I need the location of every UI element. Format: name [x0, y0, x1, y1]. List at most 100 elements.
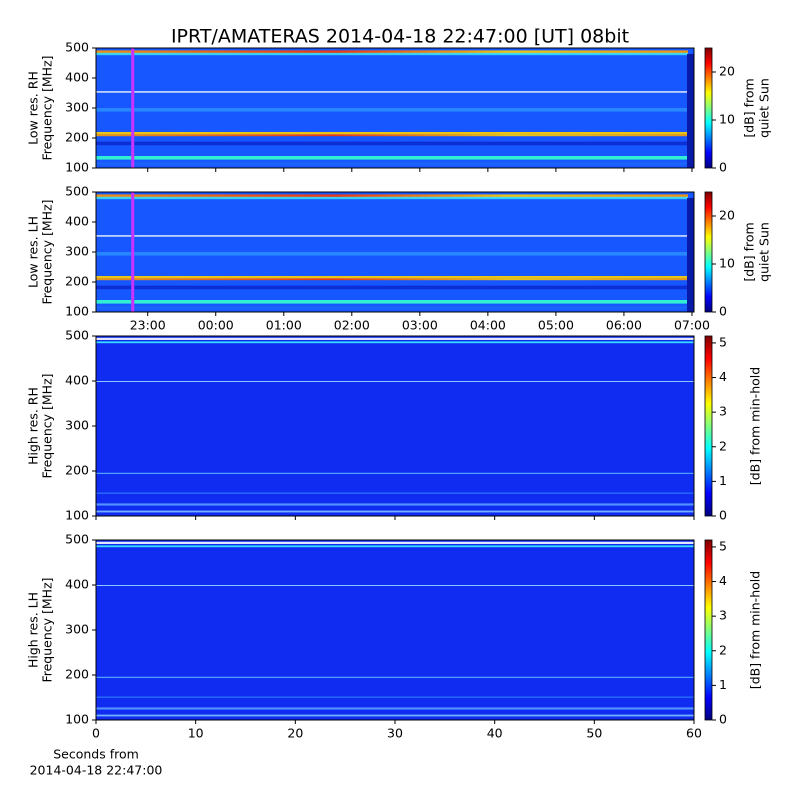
spectrogram-band — [96, 252, 688, 256]
colorbar-tick-label: 1 — [719, 473, 727, 488]
spectrogram-band — [96, 341, 694, 344]
y-tick-label: 400 — [65, 577, 89, 592]
x-tick-label: 03:00 — [402, 318, 438, 333]
spectrogram-band — [96, 91, 688, 93]
y-tick-label: 100 — [65, 160, 89, 175]
y-tick-label: 300 — [65, 244, 89, 259]
spectrogram-band — [96, 108, 688, 112]
spectrogram-band — [96, 141, 688, 146]
x-tick-label: 00:00 — [198, 318, 234, 333]
x-tick-label: 60 — [686, 726, 702, 741]
colorbar-tick-label: 2 — [719, 438, 727, 453]
x-tick-label: 06:00 — [606, 318, 642, 333]
y-axis-label: Frequency [MHz] — [40, 577, 55, 682]
colorbar-tick-label: 4 — [719, 369, 727, 384]
y-tick-label: 500 — [65, 184, 89, 199]
spectrogram-band — [96, 545, 694, 548]
y-tick-label: 100 — [65, 304, 89, 319]
y-axis-label: Frequency [MHz] — [40, 373, 55, 478]
spectrogram-band — [96, 381, 694, 382]
colorbar-label: quiet Sun — [757, 222, 772, 282]
panel: 100 200 300 400 500 23:00 00:00 01:00 02:00 03:00… — [26, 184, 772, 333]
colorbar-tick-label: 2 — [719, 642, 727, 657]
colorbar-tick-label: 0 — [719, 712, 727, 727]
y-tick-label: 200 — [65, 463, 89, 478]
spectrogram-band — [96, 196, 688, 200]
spectrogram-band — [96, 278, 688, 281]
y-tick-label: 300 — [65, 622, 89, 637]
spectrogram-band — [96, 50, 688, 54]
x-tick-label: 20 — [287, 726, 303, 741]
spectrogram-band — [96, 194, 688, 198]
spectrogram-band — [96, 134, 688, 137]
colorbar-label: [dB] from min-hold — [748, 367, 763, 485]
colorbar-label: quiet Sun — [757, 78, 772, 138]
spectrogram-band — [96, 541, 694, 544]
colorbar-tick-label: 3 — [719, 608, 727, 623]
colorbar-tick-label: 5 — [719, 538, 727, 553]
spectrogram-band — [96, 714, 694, 717]
spectrogram-band — [96, 235, 688, 237]
spectrogram-band — [96, 503, 694, 506]
x-tick-label: 30 — [387, 726, 403, 741]
colorbar — [704, 539, 713, 721]
spectrogram-band — [96, 300, 688, 304]
x-tick-label: 50 — [586, 726, 602, 741]
y-axis-label: Low res. RH — [26, 71, 41, 145]
y-axis-label: High res. RH — [26, 387, 41, 465]
spectrogram-band — [96, 510, 694, 513]
colorbar — [704, 191, 713, 313]
colorbar — [704, 335, 713, 517]
spectrogram-band — [96, 696, 694, 698]
figure-title: IPRT/AMATERAS 2014-04-18 22:47:00 [UT] 0… — [171, 26, 629, 48]
x-tick-label: 23:00 — [130, 318, 166, 333]
x-axis-label: Seconds from — [53, 747, 139, 762]
y-tick-label: 300 — [65, 100, 89, 115]
spectrogram-band — [96, 52, 688, 56]
y-tick-label: 200 — [65, 130, 89, 145]
y-tick-label: 200 — [65, 274, 89, 289]
spectrogram-band — [96, 337, 694, 340]
y-tick-label: 500 — [65, 328, 89, 343]
y-axis-label: Low res. LH — [26, 216, 41, 288]
spectrogram-band — [96, 585, 694, 586]
panel: 100 200 300 400 500 High res. RH Frequency [MH… — [26, 328, 763, 523]
colorbar-tick-label: 20 — [719, 64, 735, 79]
spectrogram-band — [96, 472, 694, 474]
y-tick-label: 200 — [65, 667, 89, 682]
x-tick-label: 04:00 — [470, 318, 506, 333]
spectrogram-edge — [687, 54, 694, 168]
x-tick-label: 0 — [92, 726, 100, 741]
colorbar-tick-label: 1 — [719, 677, 727, 692]
colorbar-label: [dB] from min-hold — [748, 571, 763, 689]
y-tick-label: 400 — [65, 214, 89, 229]
spectrogram — [96, 540, 694, 720]
colorbar-label: [dB] from — [742, 222, 757, 281]
spectrogram-band — [96, 156, 688, 160]
x-tick-label: 05:00 — [538, 318, 574, 333]
spectrogram-band — [96, 707, 694, 710]
colorbar-tick-label: 4 — [719, 573, 727, 588]
colorbar — [704, 47, 713, 169]
colorbar-tick-label: 10 — [719, 256, 735, 271]
y-axis-label: Frequency [MHz] — [40, 199, 55, 304]
colorbar-tick-label: 20 — [719, 208, 735, 223]
y-tick-label: 100 — [65, 508, 89, 523]
y-tick-label: 500 — [65, 40, 89, 55]
colorbar-label: [dB] from — [742, 78, 757, 137]
spectrogram-band — [96, 676, 694, 678]
spectrogram-band — [96, 306, 688, 310]
x-tick-label: 02:00 — [334, 318, 370, 333]
colorbar-tick-label: 0 — [719, 508, 727, 523]
spectrogram-edge — [687, 198, 694, 312]
y-tick-label: 400 — [65, 70, 89, 85]
x-axis-label: 2014-04-18 22:47:00 — [30, 763, 163, 778]
spectrogram-band — [96, 132, 688, 135]
spectrogram-band — [96, 162, 688, 166]
spectrogram-band — [96, 492, 694, 494]
y-axis-label: High res. LH — [26, 592, 41, 668]
x-tick-label: 01:00 — [266, 318, 302, 333]
